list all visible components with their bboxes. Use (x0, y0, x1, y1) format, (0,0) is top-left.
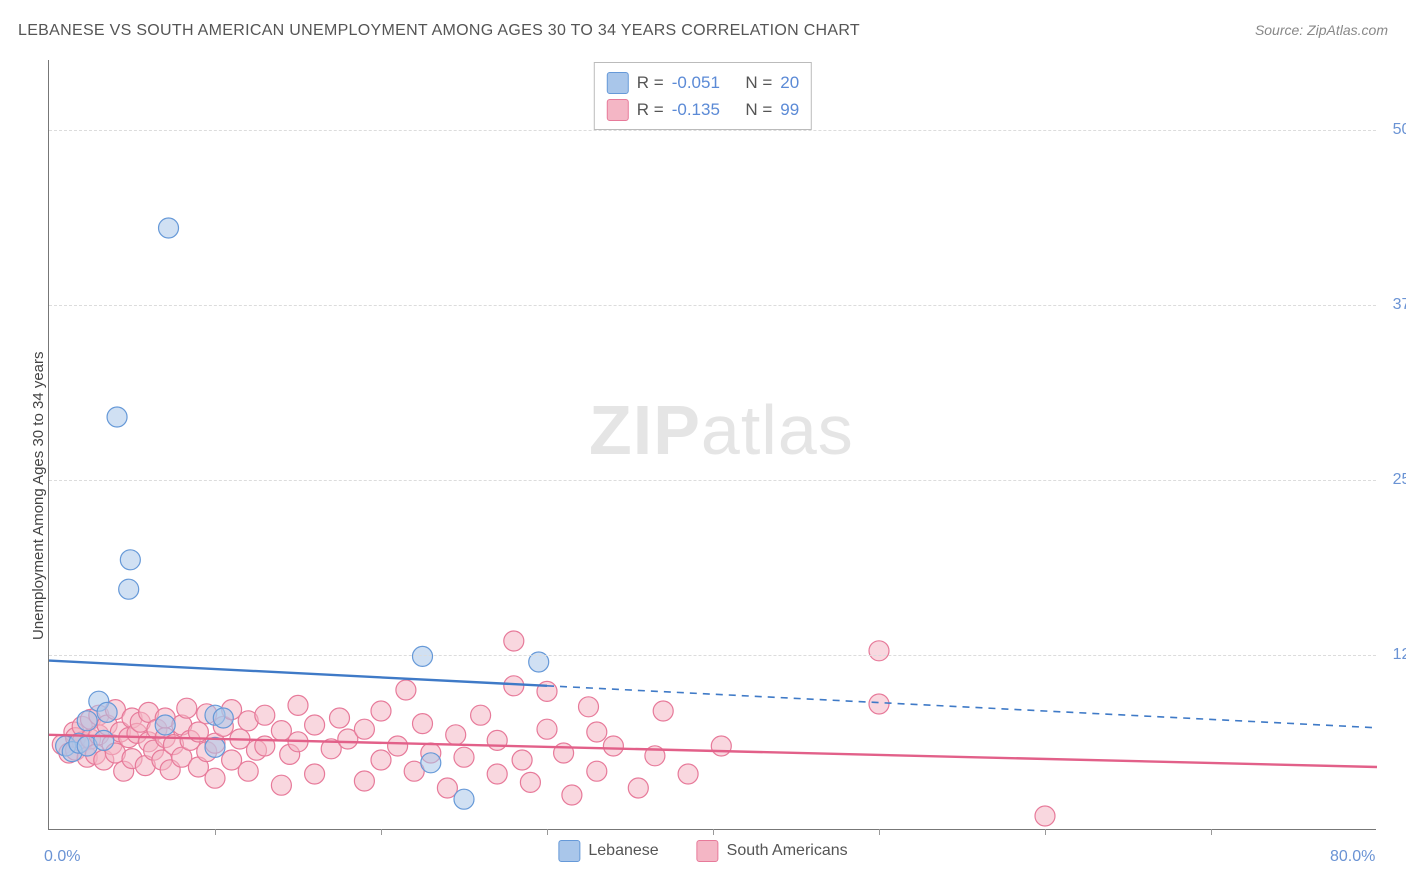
legend-swatch-south-americans (607, 99, 629, 121)
scatter-point-lebanese (155, 715, 175, 735)
legend-swatch-lebanese (607, 72, 629, 94)
scatter-point-south_americans (587, 722, 607, 742)
x-tick (215, 829, 216, 835)
scatter-point-south_americans (579, 697, 599, 717)
legend-stats: R = -0.051 N = 20 R = -0.135 N = 99 (594, 62, 812, 130)
scatter-point-south_americans (869, 641, 889, 661)
n-value: 20 (780, 69, 799, 96)
scatter-point-south_americans (504, 676, 524, 696)
scatter-point-south_americans (1035, 806, 1055, 826)
scatter-point-south_americans (487, 730, 507, 750)
scatter-point-south_americans (371, 701, 391, 721)
x-axis-max-label: 80.0% (1330, 848, 1375, 866)
scatter-point-south_americans (512, 750, 532, 770)
scatter-point-lebanese (213, 708, 233, 728)
scatter-point-south_americans (305, 764, 325, 784)
n-label: N = (745, 69, 772, 96)
legend-swatch-lebanese (558, 840, 580, 862)
scatter-point-south_americans (711, 736, 731, 756)
x-tick (879, 829, 880, 835)
legend-item-south-americans: South Americans (697, 840, 848, 862)
scatter-point-lebanese (421, 753, 441, 773)
scatter-point-south_americans (487, 764, 507, 784)
y-tick-label: 25.0% (1393, 471, 1406, 489)
scatter-point-south_americans (354, 771, 374, 791)
scatter-point-lebanese (159, 218, 179, 238)
scatter-point-south_americans (413, 714, 433, 734)
x-axis-min-label: 0.0% (44, 848, 80, 866)
scatter-point-south_americans (628, 778, 648, 798)
scatter-point-south_americans (603, 736, 623, 756)
gridline (49, 655, 1376, 656)
scatter-point-south_americans (471, 705, 491, 725)
scatter-point-south_americans (255, 705, 275, 725)
scatter-point-south_americans (354, 719, 374, 739)
scatter-point-south_americans (388, 736, 408, 756)
r-value: -0.135 (672, 96, 720, 123)
scatter-point-south_americans (446, 725, 466, 745)
scatter-point-lebanese (120, 550, 140, 570)
scatter-point-lebanese (107, 407, 127, 427)
x-tick (1045, 829, 1046, 835)
r-label: R = (637, 69, 664, 96)
legend-stats-row: R = -0.051 N = 20 (607, 69, 799, 96)
scatter-point-south_americans (238, 761, 258, 781)
y-tick-label: 12.5% (1393, 646, 1406, 664)
n-value: 99 (780, 96, 799, 123)
r-label: R = (637, 96, 664, 123)
source-prefix: Source: (1255, 22, 1307, 38)
x-tick (547, 829, 548, 835)
x-tick (1211, 829, 1212, 835)
scatter-point-south_americans (869, 694, 889, 714)
trendline-lebanese-solid (49, 661, 547, 686)
x-tick (713, 829, 714, 835)
scatter-point-south_americans (205, 768, 225, 788)
scatter-point-lebanese (454, 789, 474, 809)
scatter-point-lebanese (77, 711, 97, 731)
scatter-point-lebanese (119, 579, 139, 599)
scatter-point-lebanese (205, 737, 225, 757)
scatter-point-south_americans (504, 631, 524, 651)
r-value: -0.051 (672, 69, 720, 96)
gridline (49, 305, 1376, 306)
n-label: N = (745, 96, 772, 123)
legend-series: Lebanese South Americans (558, 840, 847, 862)
scatter-point-south_americans (520, 772, 540, 792)
x-tick (381, 829, 382, 835)
plot-area: ZIPatlas 12.5%25.0%37.5%50.0% (48, 60, 1376, 830)
scatter-point-south_americans (562, 785, 582, 805)
scatter-point-south_americans (305, 715, 325, 735)
y-tick-label: 37.5% (1393, 296, 1406, 314)
scatter-point-south_americans (330, 708, 350, 728)
scatter-point-south_americans (653, 701, 673, 721)
legend-stats-row: R = -0.135 N = 99 (607, 96, 799, 123)
legend-label: South Americans (727, 842, 848, 860)
chart-title: LEBANESE VS SOUTH AMERICAN UNEMPLOYMENT … (18, 22, 860, 40)
y-tick-label: 50.0% (1393, 121, 1406, 139)
scatter-point-lebanese (413, 646, 433, 666)
gridline (49, 480, 1376, 481)
y-axis-title: Unemployment Among Ages 30 to 34 years (30, 351, 47, 640)
scatter-point-south_americans (177, 698, 197, 718)
scatter-point-lebanese (94, 730, 114, 750)
scatter-point-lebanese (97, 702, 117, 722)
scatter-point-south_americans (537, 719, 557, 739)
legend-swatch-south-americans (697, 840, 719, 862)
legend-item-lebanese: Lebanese (558, 840, 658, 862)
legend-label: Lebanese (588, 842, 658, 860)
scatter-point-south_americans (371, 750, 391, 770)
source-attribution: Source: ZipAtlas.com (1255, 22, 1388, 38)
scatter-point-south_americans (288, 695, 308, 715)
scatter-svg (49, 60, 1377, 830)
source-name: ZipAtlas.com (1307, 22, 1388, 38)
chart-container: LEBANESE VS SOUTH AMERICAN UNEMPLOYMENT … (0, 0, 1406, 892)
scatter-point-south_americans (396, 680, 416, 700)
scatter-point-south_americans (271, 775, 291, 795)
scatter-point-south_americans (454, 747, 474, 767)
scatter-point-south_americans (587, 761, 607, 781)
scatter-point-south_americans (678, 764, 698, 784)
